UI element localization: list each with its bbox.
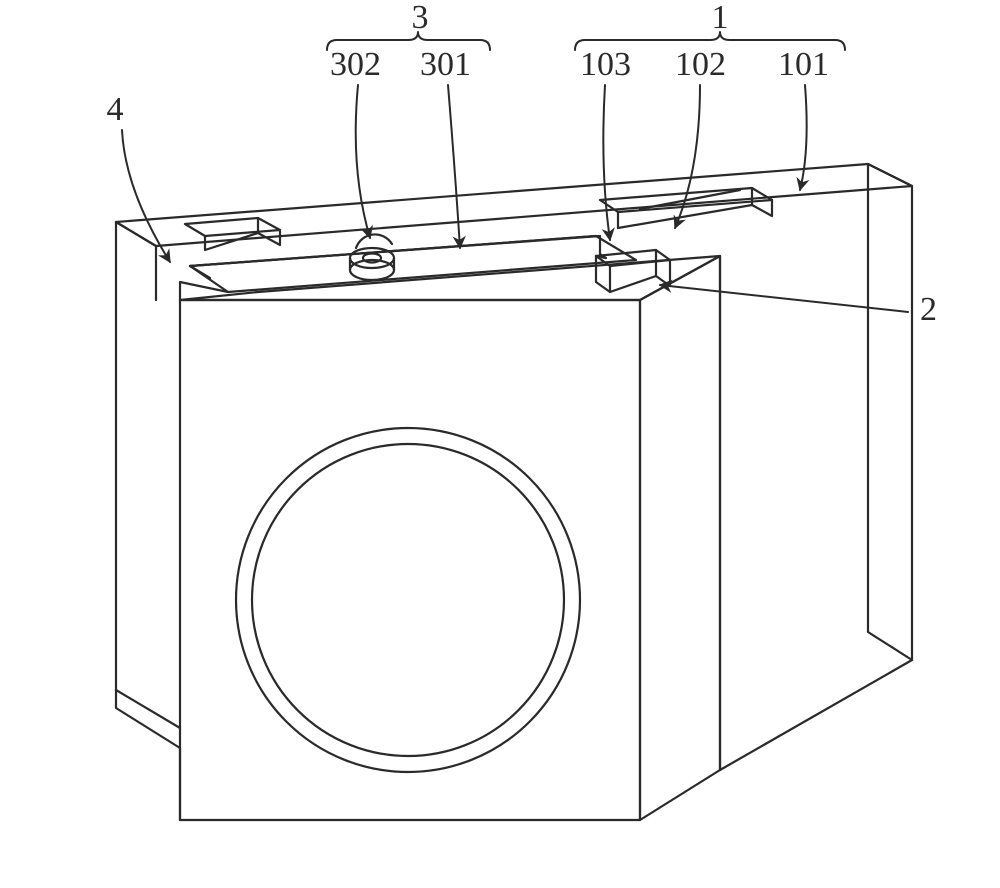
label-102: 102 <box>675 46 726 83</box>
slider-block-2 <box>596 250 670 292</box>
rear-slab-101 <box>116 164 912 728</box>
label-101: 101 <box>778 46 829 83</box>
leader-103 <box>603 85 610 240</box>
label-3: 3 <box>412 0 429 36</box>
leader-302 <box>356 85 370 238</box>
label-4: 4 <box>107 91 124 128</box>
label-103: 103 <box>580 46 631 83</box>
left-slot-4 <box>185 218 280 250</box>
label-301: 301 <box>420 46 471 83</box>
label-2: 2 <box>920 291 937 328</box>
label-302: 302 <box>330 46 381 83</box>
label-1: 1 <box>712 0 729 36</box>
front-box <box>180 256 912 820</box>
technical-drawing: 4 302 301 3 103 102 101 1 2 <box>0 0 1000 888</box>
labels: 4 302 301 3 103 102 101 1 2 <box>107 0 938 328</box>
front-opening <box>236 428 580 772</box>
knob-302 <box>350 234 394 280</box>
leader-101 <box>800 85 807 190</box>
top-panel-301 <box>190 236 636 292</box>
leaders <box>122 85 908 312</box>
device-body <box>116 164 912 820</box>
leader-4 <box>122 130 170 262</box>
leader-2 <box>660 285 908 312</box>
